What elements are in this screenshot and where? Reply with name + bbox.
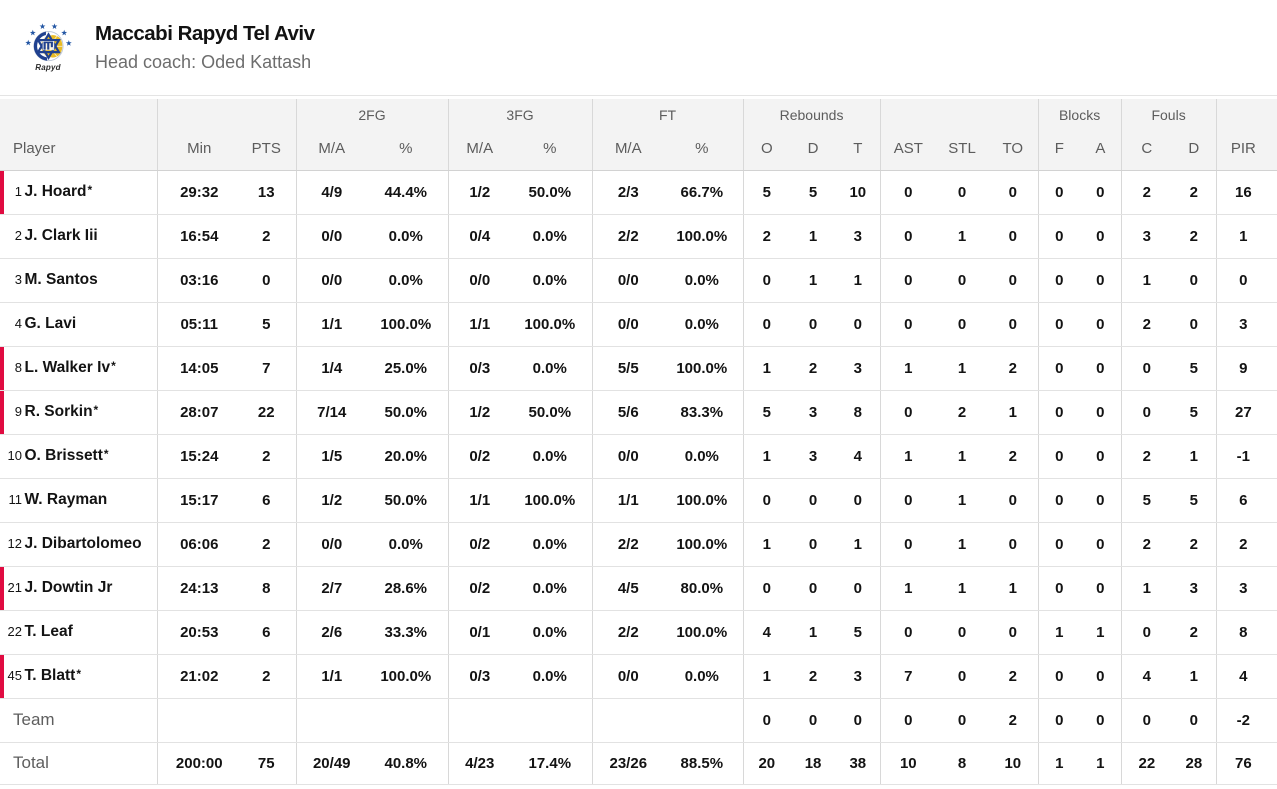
svg-text:Rapyd: Rapyd	[35, 63, 61, 72]
